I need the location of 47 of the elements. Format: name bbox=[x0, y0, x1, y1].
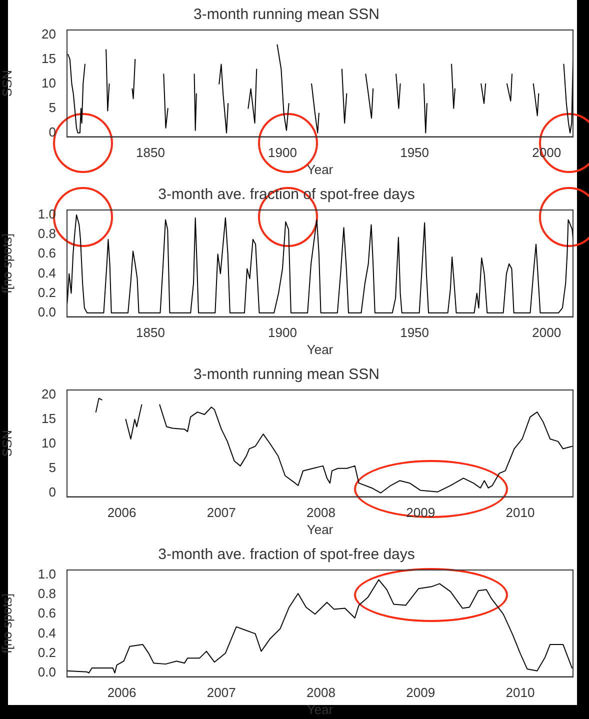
x-tick-label: 2000 bbox=[532, 325, 562, 340]
x-tick-label: 1900 bbox=[268, 145, 297, 160]
x-tick-label: 2008 bbox=[306, 685, 336, 700]
y-tick-label: 0.4 bbox=[38, 265, 56, 280]
chart-title: 3-month ave. fraction of spot-free days bbox=[158, 546, 415, 564]
y-tick-label: 15 bbox=[42, 410, 56, 426]
x-axis-title: Year bbox=[306, 522, 334, 537]
chart-title: 3-month running mean SSN bbox=[194, 6, 380, 24]
y-tick-label: 0.0 bbox=[38, 304, 56, 320]
x-tick-label: 1850 bbox=[136, 325, 165, 340]
x-axis-title: Year bbox=[306, 162, 334, 177]
y-tick-label: 0.6 bbox=[38, 246, 56, 261]
x-tick-label: 2007 bbox=[206, 685, 236, 700]
y-tick-label: 0.4 bbox=[38, 625, 56, 640]
y-tick-label: 0 bbox=[48, 124, 56, 140]
y-tick-label: 10 bbox=[42, 75, 56, 90]
x-tick-label: 1850 bbox=[136, 145, 165, 160]
y-axis-title: SSN bbox=[0, 70, 14, 97]
y-tick-label: 1.0 bbox=[38, 566, 56, 582]
x-tick-label: 2010 bbox=[506, 685, 535, 700]
y-tick-label: 0.2 bbox=[38, 644, 56, 660]
y-tick-label: 15 bbox=[42, 50, 56, 66]
y-tick-label: 0.8 bbox=[38, 586, 56, 602]
y-tick-label: 0.6 bbox=[38, 606, 56, 621]
y-tick-label: 5 bbox=[48, 100, 56, 115]
y-tick-label: 0 bbox=[48, 484, 56, 500]
x-tick-label: 1900 bbox=[268, 325, 297, 340]
x-tick-label: 2009 bbox=[406, 685, 436, 700]
x-tick-label: 2010 bbox=[506, 505, 535, 520]
chart-title: 3-month running mean SSN bbox=[194, 366, 380, 384]
y-tick-label: 20 bbox=[42, 386, 56, 402]
x-tick-label: 1950 bbox=[400, 145, 430, 160]
y-tick-label: 0.2 bbox=[38, 284, 56, 300]
x-tick-label: 2006 bbox=[107, 505, 136, 520]
x-tick-label: 1950 bbox=[400, 325, 430, 340]
y-axis-title: SSN bbox=[0, 430, 14, 457]
y-axis-title: f[no spots] bbox=[0, 233, 14, 294]
y-tick-label: 10 bbox=[42, 435, 56, 450]
y-tick-label: 20 bbox=[42, 26, 56, 42]
x-tick-label: 2007 bbox=[206, 505, 236, 520]
x-tick-label: 2006 bbox=[107, 685, 136, 700]
x-tick-label: 2008 bbox=[306, 505, 336, 520]
y-tick-label: 0.0 bbox=[38, 664, 56, 680]
x-axis-title: Year bbox=[306, 342, 334, 357]
y-tick-label: 0.8 bbox=[38, 226, 56, 242]
y-axis-title: f[no spots] bbox=[0, 593, 14, 654]
y-tick-label: 5 bbox=[48, 460, 56, 475]
